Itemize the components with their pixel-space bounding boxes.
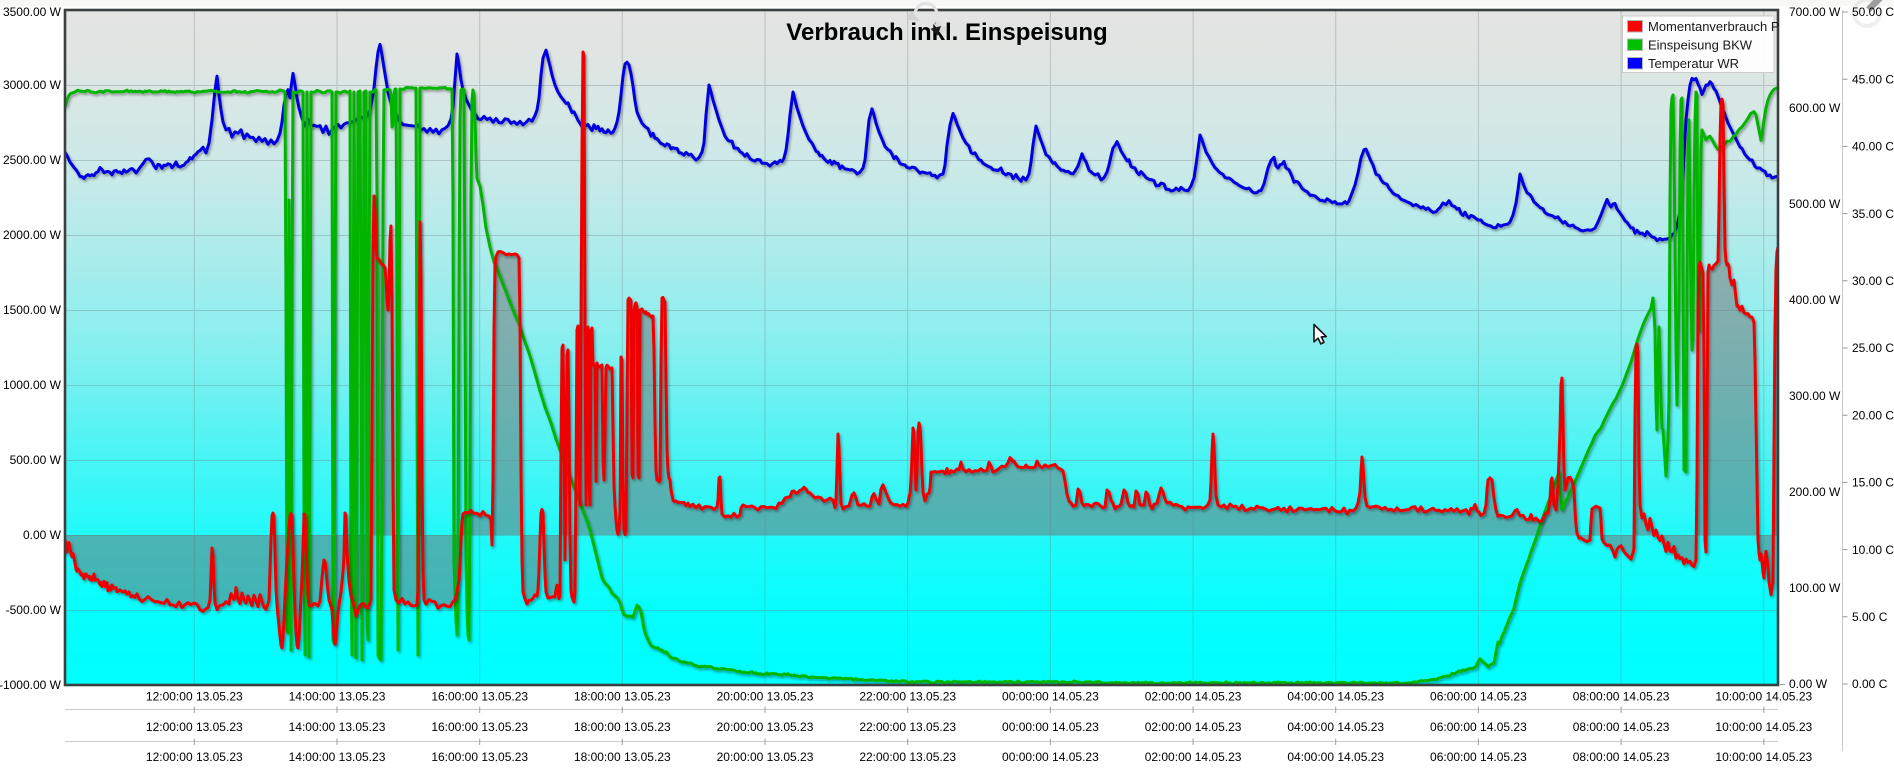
svg-text:35.00 C: 35.00 C	[1852, 207, 1894, 221]
svg-text:22:00:00 13.05.23: 22:00:00 13.05.23	[859, 690, 956, 704]
svg-text:500.00 W: 500.00 W	[1789, 197, 1841, 211]
svg-text:40.00 C: 40.00 C	[1852, 140, 1894, 154]
svg-text:20:00:00 13.05.23: 20:00:00 13.05.23	[717, 750, 814, 764]
svg-text:18:00:00 13.05.23: 18:00:00 13.05.23	[574, 720, 671, 734]
svg-text:06:00:00 14.05.23: 06:00:00 14.05.23	[1430, 690, 1527, 704]
svg-text:14:00:00 13.05.23: 14:00:00 13.05.23	[289, 720, 386, 734]
svg-text:0.00 W: 0.00 W	[23, 528, 62, 542]
svg-text:0.00 C: 0.00 C	[1852, 677, 1888, 691]
svg-text:00:00:00 14.05.23: 00:00:00 14.05.23	[1002, 720, 1099, 734]
svg-text:0.00 W: 0.00 W	[1789, 677, 1828, 691]
svg-text:-500.00 W: -500.00 W	[6, 603, 62, 617]
svg-text:20:00:00 13.05.23: 20:00:00 13.05.23	[717, 720, 814, 734]
svg-text:04:00:00 14.05.23: 04:00:00 14.05.23	[1287, 750, 1384, 764]
svg-text:12:00:00 13.05.23: 12:00:00 13.05.23	[146, 750, 243, 764]
svg-text:Einspeisung BKW: Einspeisung BKW	[1648, 38, 1753, 53]
svg-text:12:00:00 13.05.23: 12:00:00 13.05.23	[146, 720, 243, 734]
svg-text:600.00 W: 600.00 W	[1789, 101, 1841, 115]
svg-text:50.00 C: 50.00 C	[1852, 5, 1894, 19]
svg-text:02:00:00 14.05.23: 02:00:00 14.05.23	[1145, 720, 1242, 734]
svg-text:08:00:00 14.05.23: 08:00:00 14.05.23	[1573, 750, 1670, 764]
svg-text:3500.00 W: 3500.00 W	[3, 5, 62, 19]
svg-text:10:00:00 14.05.23: 10:00:00 14.05.23	[1715, 720, 1812, 734]
svg-text:06:00:00 14.05.23: 06:00:00 14.05.23	[1430, 750, 1527, 764]
svg-text:18:00:00 13.05.23: 18:00:00 13.05.23	[574, 750, 671, 764]
svg-text:02:00:00 14.05.23: 02:00:00 14.05.23	[1145, 750, 1242, 764]
svg-text:18:00:00 13.05.23: 18:00:00 13.05.23	[574, 690, 671, 704]
svg-text:04:00:00 14.05.23: 04:00:00 14.05.23	[1287, 690, 1384, 704]
svg-text:1000.00 W: 1000.00 W	[3, 378, 62, 392]
svg-text:100.00 W: 100.00 W	[1789, 581, 1841, 595]
svg-text:14:00:00 13.05.23: 14:00:00 13.05.23	[289, 690, 386, 704]
svg-text:10:00:00 14.05.23: 10:00:00 14.05.23	[1715, 690, 1812, 704]
svg-text:16:00:00 13.05.23: 16:00:00 13.05.23	[431, 750, 528, 764]
svg-text:25.00 C: 25.00 C	[1852, 341, 1894, 355]
svg-text:08:00:00 14.05.23: 08:00:00 14.05.23	[1573, 720, 1670, 734]
svg-text:1500.00 W: 1500.00 W	[3, 303, 62, 317]
svg-text:15.00 C: 15.00 C	[1852, 476, 1894, 490]
svg-text:30.00 C: 30.00 C	[1852, 274, 1894, 288]
svg-text:00:00:00 14.05.23: 00:00:00 14.05.23	[1002, 750, 1099, 764]
svg-text:2500.00 W: 2500.00 W	[3, 153, 62, 167]
svg-text:Verbrauch inkl. Einspeisung: Verbrauch inkl. Einspeisung	[786, 19, 1107, 46]
svg-text:Temperatur WR: Temperatur WR	[1648, 56, 1739, 71]
svg-text:08:00:00 14.05.23: 08:00:00 14.05.23	[1573, 690, 1670, 704]
svg-text:20:00:00 13.05.23: 20:00:00 13.05.23	[717, 690, 814, 704]
svg-text:400.00 W: 400.00 W	[1789, 293, 1841, 307]
svg-text:22:00:00 13.05.23: 22:00:00 13.05.23	[859, 720, 956, 734]
svg-text:10.00 C: 10.00 C	[1852, 543, 1894, 557]
svg-text:16:00:00 13.05.23: 16:00:00 13.05.23	[431, 690, 528, 704]
svg-text:20.00 C: 20.00 C	[1852, 408, 1894, 422]
svg-text:45.00 C: 45.00 C	[1852, 72, 1894, 86]
svg-text:00:00:00 14.05.23: 00:00:00 14.05.23	[1002, 690, 1099, 704]
svg-text:3000.00 W: 3000.00 W	[3, 78, 62, 92]
svg-text:04:00:00 14.05.23: 04:00:00 14.05.23	[1287, 720, 1384, 734]
svg-text:2000.00 W: 2000.00 W	[3, 228, 62, 242]
svg-text:200.00 W: 200.00 W	[1789, 485, 1841, 499]
svg-text:5.00 C: 5.00 C	[1852, 610, 1888, 624]
svg-text:300.00 W: 300.00 W	[1789, 389, 1841, 403]
svg-text:22:00:00 13.05.23: 22:00:00 13.05.23	[859, 750, 956, 764]
svg-text:-1000.00 W: -1000.00 W	[0, 678, 62, 692]
svg-text:Momentanverbrauch P: Momentanverbrauch P	[1648, 19, 1780, 34]
svg-text:500.00 W: 500.00 W	[10, 453, 62, 467]
svg-text:02:00:00 14.05.23: 02:00:00 14.05.23	[1145, 690, 1242, 704]
svg-text:14:00:00 13.05.23: 14:00:00 13.05.23	[289, 750, 386, 764]
svg-text:700.00 W: 700.00 W	[1789, 5, 1841, 19]
svg-text:10:00:00 14.05.23: 10:00:00 14.05.23	[1715, 750, 1812, 764]
svg-text:12:00:00 13.05.23: 12:00:00 13.05.23	[146, 690, 243, 704]
svg-text:06:00:00 14.05.23: 06:00:00 14.05.23	[1430, 720, 1527, 734]
svg-text:16:00:00 13.05.23: 16:00:00 13.05.23	[431, 720, 528, 734]
